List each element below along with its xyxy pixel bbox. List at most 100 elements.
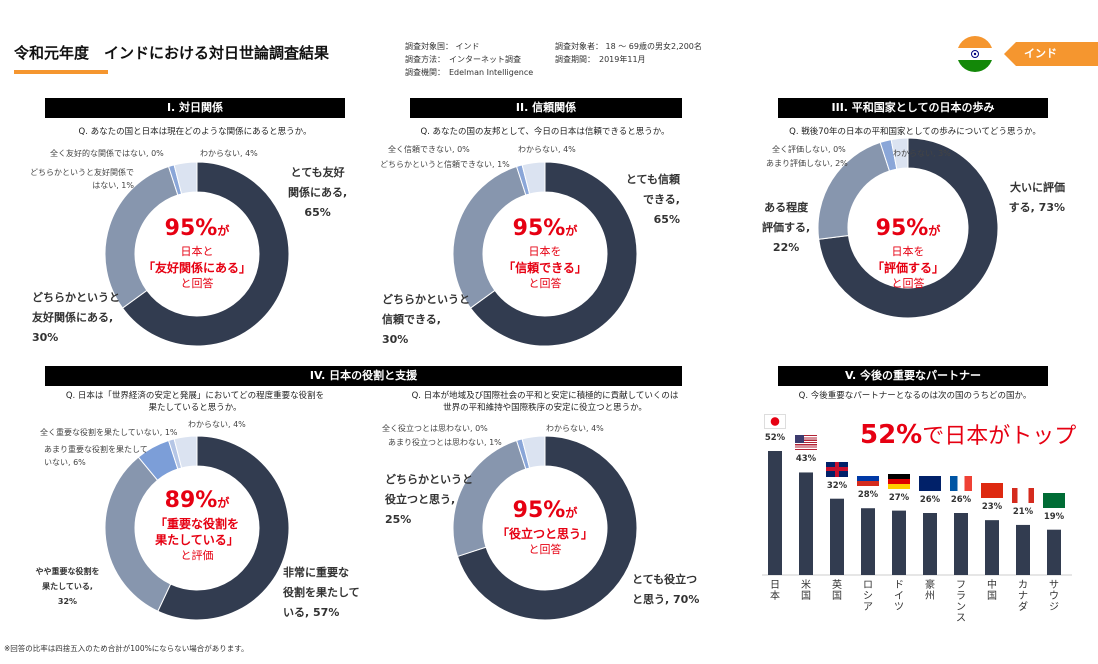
donut-segment [521, 161, 546, 195]
label-q2-unknown: わからない, 4% [518, 145, 576, 154]
center-text-q1: 95%が 日本と 「友好関係にある」 と回答 [142, 216, 251, 290]
label-q1-somewhat: どちらかというと 友好関係にある, 30% [32, 291, 120, 344]
label-q5-unknown: わからない, 4% [546, 424, 604, 433]
bar-value-label: 21% [1012, 506, 1034, 517]
bar-value-label: 19% [1043, 511, 1065, 522]
donut-segment [157, 435, 290, 621]
label-q2-none: 全く信頼できない, 0% [388, 145, 470, 154]
flag-fr-icon [950, 476, 972, 491]
bar-value-label: 43% [795, 454, 817, 465]
title-underline [14, 70, 108, 74]
question-4: Q. 日本は「世界経済の安定と発展」においてどの程度重要な役割を 果たしていると思… [65, 391, 325, 413]
label-q4-very: 非常に重要な 役割を果たして いる, 57% [283, 566, 360, 619]
label-q3-somewhat: ある程度 評価する, 22% [762, 201, 811, 254]
donut-segment [890, 137, 909, 170]
survey-meta-left: 調査対象国： インド 調査方法： インターネット調査 調査機関： Edelman… [405, 42, 534, 77]
bar-value-label: 32% [826, 480, 848, 491]
donut-segment [173, 435, 198, 469]
label-q1-notfriendly: どちらかというと友好関係で はない, 1% [30, 168, 134, 190]
label-q2-very: とても信頼 できる, 65% [625, 173, 680, 226]
flag-uk-icon [826, 461, 848, 477]
donut-segment [469, 161, 638, 347]
bar-value-label: 26% [919, 495, 941, 505]
bar-value-label: 27% [888, 492, 910, 503]
bar-7 [985, 520, 999, 575]
donut-segment [521, 435, 546, 469]
flag-jp-icon [764, 414, 786, 429]
footnote: ※回答の比率は四捨五入のため合計が100%にならない場合があります。 [4, 644, 249, 653]
label-q4-somewhat: やや重要な役割を 果たしている, 32% [35, 567, 100, 606]
country-badge: インド [1004, 42, 1098, 66]
survey-meta-right: 調査対象者： 18 ～ 69歳の男女2,200名 調査期間： 2019年11月 [555, 42, 702, 64]
bar-category-label: 英国 [832, 580, 842, 602]
bar-value-label: 28% [857, 490, 879, 501]
bar-category-label: 米国 [801, 580, 811, 602]
india-flag-icon [957, 36, 993, 72]
question-3: Q. 戦後70年の日本の平和国家としての歩みについてどう思うか。 [789, 127, 1041, 137]
section-header-5: V. 今後の重要なパートナー [778, 366, 1048, 386]
donut-segment [456, 435, 638, 621]
section-header-3: III. 平和国家としての日本の歩み [778, 98, 1048, 118]
bar-3 [861, 508, 875, 575]
section-header-4: IV. 日本の役割と支援 [45, 366, 682, 386]
label-q5-none: 全く役立つとは思わない, 0% [382, 424, 488, 433]
label-q5-somewhat: どちらかというと 役立つと思う, 25% [385, 473, 473, 526]
donut-segment [121, 161, 290, 347]
bar-category-label: ロシア [863, 580, 873, 613]
bar-8 [1016, 524, 1030, 575]
flag-sa-icon [1043, 492, 1065, 508]
label-q4-unknown: わからない, 4% [188, 420, 246, 429]
label-q4-none: 全く重要な役割を果たしていない, 1% [40, 428, 178, 437]
label-q1-very: とても友好 関係にある, 65% [288, 166, 348, 219]
bar-category-label: サウジ [1049, 580, 1059, 613]
label-q3-very: 大いに評価 する, 73% [1008, 181, 1065, 214]
bar-1 [799, 472, 813, 575]
flag-au-icon [919, 476, 941, 491]
flag-ru-icon [857, 471, 879, 487]
bar-0 [768, 451, 782, 575]
donut-segment [173, 161, 198, 195]
bar-value-label: 52% [764, 433, 786, 443]
section-header-2: II. 信頼関係 [410, 98, 682, 118]
question-1: Q. あなたの国と日本は現在どのような関係にあると思うか。 [78, 127, 312, 137]
flag-cn-icon [981, 483, 1003, 499]
bar-category-label: ドイツ [894, 580, 904, 613]
question-5: Q. 日本が地域及び国際社会の平和と安定に積極的に貢献していくのは 世界の平和維持… [411, 391, 679, 413]
donut-segment [818, 137, 999, 319]
center-text-q3: 95%が 日本を 「評価する」 と回答 [871, 216, 944, 290]
center-text-q2: 95%が 日本を 「信頼できる」 と回答 [503, 216, 587, 290]
label-q5-notmuch: あまり役立つとは思わない, 1% [388, 438, 502, 447]
bar-value-label: 23% [981, 502, 1003, 513]
label-q3-notmuch: あまり評価しない, 2% [766, 159, 848, 168]
label-q2-somewhat: どちらかというと 信頼できる, 30% [382, 293, 470, 346]
flag-de-icon [888, 473, 910, 489]
bar-category-label: カナダ [1018, 580, 1028, 613]
bar-headline: 52%で日本がトップ [860, 420, 1077, 450]
bar-9 [1047, 529, 1061, 575]
label-q5-very: とても役立つ と思う, 70% [632, 573, 700, 606]
label-q2-nottrust: どちらかというと信頼できない, 1% [380, 160, 510, 169]
bar-category-label: 豪州 [925, 580, 935, 602]
bar-5 [923, 513, 937, 575]
donut-segment [104, 456, 172, 612]
bar-4 [892, 510, 906, 575]
flag-us-icon [795, 435, 817, 451]
bar-2 [830, 498, 844, 575]
label-q1-unknown: わからない, 4% [200, 149, 258, 158]
flag-ca-icon [1012, 487, 1034, 503]
section-header-1: I. 対日関係 [45, 98, 345, 118]
label-q4-notmuch: あまり重要な役割を果たして いない, 6% [44, 445, 148, 467]
question-6: Q. 今後重要なパートナーとなるのは次の国のうちどの国か。 [798, 391, 1032, 401]
center-text-q5: 95%が 「役立つと思う」 と回答 [496, 498, 593, 556]
bar-category-label: 日本 [770, 580, 780, 602]
label-q1-none: 全く友好的な関係ではない, 0% [50, 149, 164, 158]
label-q3-unknown: わからない, 3% [893, 149, 951, 158]
page-title: 令和元年度 インドにおける対日世論調査結果 [14, 44, 330, 62]
bar-6 [954, 513, 968, 575]
bar-category-label: 中国 [987, 580, 997, 602]
bar-value-label: 26% [950, 495, 972, 505]
question-2: Q. あなたの国の友邦として、今日の日本は信頼できると思うか。 [420, 127, 670, 137]
center-text-q4: 89%が 「重要な役割を 果たしている」 と評価 [154, 488, 239, 562]
